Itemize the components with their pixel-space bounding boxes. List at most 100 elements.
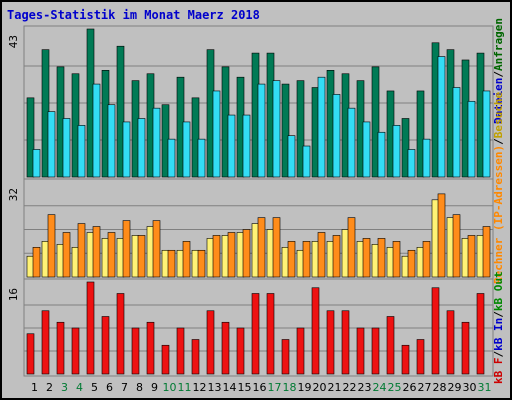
rechner-bar-9 xyxy=(152,220,161,278)
kbf-bar-24 xyxy=(371,327,380,375)
rechner-bar-22 xyxy=(347,217,356,278)
day-label-8: 8 xyxy=(136,381,143,394)
kbf-bar-21 xyxy=(326,310,335,375)
anfragen-bar-27 xyxy=(416,90,425,178)
anfragen-bar-19 xyxy=(296,80,305,178)
dateien-bar-8 xyxy=(137,118,146,178)
day-label-9: 9 xyxy=(151,381,158,394)
kbf-bar-17 xyxy=(266,293,275,375)
kbf-bar-20 xyxy=(311,287,320,375)
day-label-19: 19 xyxy=(298,381,312,394)
kbf-bar-28 xyxy=(431,287,440,375)
day-label-28: 28 xyxy=(433,381,447,394)
rechner-bar-12 xyxy=(197,249,206,278)
day-label-15: 15 xyxy=(238,381,252,394)
legend-separator: / xyxy=(492,71,505,78)
dateien-bar-20 xyxy=(317,76,326,178)
rechner-bar-13 xyxy=(212,235,221,278)
day-label-11: 11 xyxy=(178,381,192,394)
rechner-bar-25 xyxy=(392,241,401,278)
dateien-bar-24 xyxy=(377,131,386,178)
kbf-bar-31 xyxy=(476,293,485,375)
rechner-bar-3 xyxy=(62,232,71,278)
kbf-bar-6 xyxy=(101,316,110,375)
legend-item-kbf: kB F xyxy=(492,357,505,385)
rechner-bar-23 xyxy=(362,238,371,278)
kbf-bar-10 xyxy=(161,344,170,375)
anfragen-bar-1 xyxy=(26,97,35,178)
dateien-bar-6 xyxy=(107,104,116,178)
day-label-21: 21 xyxy=(328,381,342,394)
dateien-bar-29 xyxy=(452,87,461,178)
dateien-bar-26 xyxy=(407,149,416,178)
dateien-bar-23 xyxy=(362,121,371,178)
day-label-13: 13 xyxy=(208,381,222,394)
kbf-bar-27 xyxy=(416,339,425,375)
kbf-bar-16 xyxy=(251,293,260,375)
legend-separator: / xyxy=(492,138,505,145)
rechner-bar-20 xyxy=(317,232,326,278)
kbf-bar-1 xyxy=(26,333,35,375)
kbf-bar-2 xyxy=(41,310,50,375)
anfragen-bar-12 xyxy=(191,97,200,178)
rechner-bar-19 xyxy=(302,241,311,278)
day-label-5: 5 xyxy=(91,381,98,394)
chart-title: Tages-Statistik im Monat Maerz 2018 xyxy=(7,8,260,22)
anfragen-bar-24 xyxy=(371,66,380,178)
kbf-bar-14 xyxy=(221,321,230,375)
dateien-bar-28 xyxy=(437,56,446,178)
rechner-bar-18 xyxy=(287,241,296,278)
dateien-bar-18 xyxy=(287,135,296,178)
day-label-22: 22 xyxy=(343,381,357,394)
kbf-bar-13 xyxy=(206,310,215,375)
dateien-bar-15 xyxy=(242,114,251,178)
dateien-bar-27 xyxy=(422,138,431,178)
rechner-bar-24 xyxy=(377,238,386,278)
kbf-bar-11 xyxy=(176,327,185,375)
rechner-bar-30 xyxy=(467,235,476,278)
dateien-bar-17 xyxy=(272,80,281,178)
legend-item-anfragen: Anfragen xyxy=(492,18,505,72)
anfragen-bar-18 xyxy=(281,83,290,178)
rechner-bar-5 xyxy=(92,226,101,278)
legend-item-kbin: kB In xyxy=(492,317,505,351)
dateien-bar-9 xyxy=(152,107,161,178)
legend-kbytes: kB F/kB In/kB Out xyxy=(492,271,505,384)
kbf-bar-9 xyxy=(146,321,155,375)
rechner-bar-15 xyxy=(242,229,251,278)
day-label-10: 10 xyxy=(163,381,177,394)
day-label-23: 23 xyxy=(358,381,372,394)
rechner-bar-4 xyxy=(77,223,86,278)
anfragen-bar-26 xyxy=(401,118,410,178)
rechner-bar-16 xyxy=(257,217,266,278)
day-label-20: 20 xyxy=(313,381,327,394)
rechner-bar-1 xyxy=(32,247,41,278)
kbf-bar-18 xyxy=(281,339,290,375)
rechner-bar-29 xyxy=(452,214,461,278)
legend-separator: / xyxy=(492,350,505,358)
y-axis-max-label: 43 xyxy=(7,35,20,48)
kbf-bar-26 xyxy=(401,344,410,375)
rechner-bar-7 xyxy=(122,220,131,278)
day-label-7: 7 xyxy=(121,381,128,394)
rechner-bar-28 xyxy=(437,193,446,278)
day-label-30: 30 xyxy=(463,381,477,394)
kbf-bar-29 xyxy=(446,310,455,375)
day-label-1: 1 xyxy=(31,381,38,394)
legend-item-rechner: Rechner (IP-Adressen) xyxy=(492,144,505,284)
day-label-18: 18 xyxy=(283,381,297,394)
legend-item-kbout: kB Out xyxy=(492,271,505,312)
day-label-14: 14 xyxy=(223,381,237,394)
day-label-26: 26 xyxy=(403,381,417,394)
rechner-bar-11 xyxy=(182,241,191,278)
day-label-29: 29 xyxy=(448,381,462,394)
legend-hosts-visits: Rechner (IP-Adressen)/Besuche xyxy=(492,92,505,284)
dateien-bar-11 xyxy=(182,121,191,178)
dateien-bar-1 xyxy=(32,149,41,178)
day-label-6: 6 xyxy=(106,381,113,394)
day-label-27: 27 xyxy=(418,381,432,394)
y-axis-max-label: 16 xyxy=(7,288,20,301)
dateien-bar-10 xyxy=(167,138,176,178)
dateien-bar-5 xyxy=(92,83,101,178)
